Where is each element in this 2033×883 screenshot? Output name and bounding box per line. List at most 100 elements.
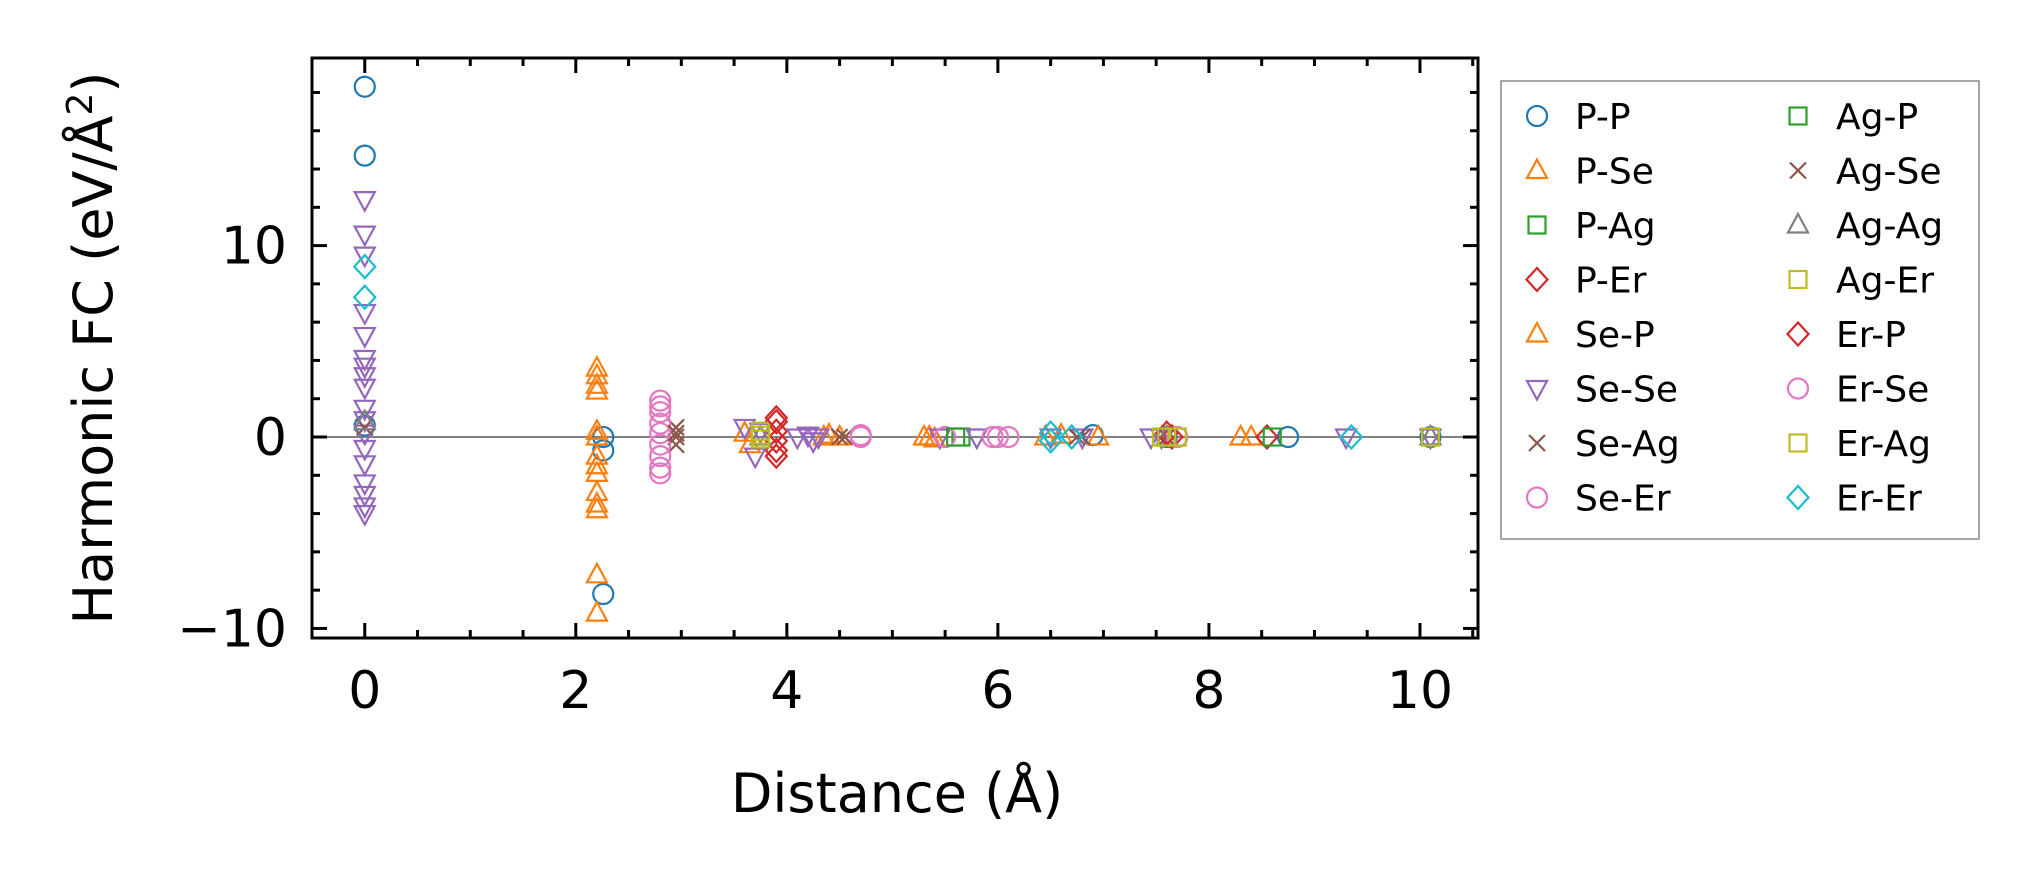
data-point-se-se <box>743 447 768 470</box>
data-point-er-se <box>849 423 872 447</box>
legend-entry: Ag-Er <box>1788 261 1934 302</box>
data-point-se-er <box>649 445 672 468</box>
data-point-ag-ag <box>352 408 377 431</box>
plot-frame <box>310 56 1480 640</box>
series-p-p <box>353 75 1442 606</box>
data-point-se-se <box>352 246 377 269</box>
data-point-se-se <box>806 428 831 451</box>
data-point-p-p <box>592 582 615 606</box>
data-point-er-p <box>764 443 789 470</box>
legend-marker-se-ag <box>1528 434 1546 452</box>
data-point-p-se <box>585 417 609 440</box>
data-point-ag-er <box>1167 427 1187 447</box>
legend-entry: Se-Se <box>1525 370 1678 411</box>
data-point-p-p <box>353 75 376 98</box>
data-point-se-se <box>352 378 377 401</box>
legend-marker-ag-er <box>1788 269 1808 290</box>
series-ag-p <box>946 427 1282 447</box>
series-se-se <box>352 191 1443 527</box>
series-er-ag <box>750 425 1441 447</box>
x-tick-label: 2 <box>559 661 592 721</box>
y-tick-label: −10 <box>177 599 287 659</box>
data-point-p-se <box>585 372 609 394</box>
data-point-p-se <box>585 460 609 482</box>
data-point-ag-se <box>830 428 849 446</box>
legend-marker-se-se <box>1525 379 1549 402</box>
data-point-ag-se <box>667 424 685 442</box>
data-point-se-p <box>811 423 836 446</box>
legend-marker-p-se <box>1525 157 1549 180</box>
legend-label: Ag-Ag <box>1836 206 1943 247</box>
data-point-p-se <box>1228 423 1253 446</box>
legend-marker-p-er <box>1525 266 1549 293</box>
legend-entry: Se-Er <box>1525 479 1671 520</box>
legend-entry: Er-P <box>1786 315 1906 356</box>
y-tick-label: 10 <box>221 217 287 277</box>
y-axis-title-main: Harmonic FC (eV/Å <box>61 115 125 624</box>
legend-marker-ag-se <box>1789 161 1807 180</box>
data-point-se-p <box>585 423 609 446</box>
series-p-se <box>585 354 1263 584</box>
data-point-se-se <box>352 225 377 248</box>
series-ag-se <box>667 424 1086 446</box>
data-point-p-er <box>1254 423 1279 451</box>
data-point-se-er <box>649 433 672 456</box>
data-point-er-se <box>986 425 1009 449</box>
data-point-er-er <box>1339 423 1364 451</box>
data-point-se-se <box>352 455 377 478</box>
data-point-se-se <box>352 424 377 447</box>
legend-label: Er-P <box>1836 315 1906 356</box>
data-point-se-se <box>352 349 377 372</box>
data-point-p-se <box>585 490 609 513</box>
legend-marker-er-er <box>1786 484 1810 511</box>
legend-marker-ag-p <box>1788 106 1808 126</box>
data-point-p-se <box>585 362 609 385</box>
legend-entry: P-Er <box>1525 261 1647 302</box>
legend-marker-er-ag <box>1788 433 1808 453</box>
data-point-er-er <box>1038 420 1063 447</box>
legend-box <box>1500 80 1980 540</box>
data-point-se-se <box>352 367 377 390</box>
legend-marker-p-ag <box>1527 215 1547 235</box>
legend-label: Er-Er <box>1836 479 1922 520</box>
data-point-p-p <box>353 144 376 167</box>
legend-entry: Ag-P <box>1788 97 1918 138</box>
legend-marker-er-se <box>1786 377 1810 400</box>
data-point-er-ag <box>1420 427 1441 447</box>
legend-entry: P-Ag <box>1527 206 1656 247</box>
legend-entry: P-Se <box>1525 152 1654 193</box>
data-point-er-er <box>352 253 377 280</box>
data-point-se-er <box>981 425 1004 449</box>
data-point-se-se <box>785 428 810 451</box>
legend-marker-ag-ag <box>1786 211 1810 234</box>
y-axis-title-close: ) <box>62 72 125 93</box>
legend-label: Ag-Er <box>1836 261 1934 302</box>
data-point-se-p <box>585 496 609 519</box>
data-point-se-er <box>649 422 672 445</box>
legend-marker-p-p <box>1525 104 1549 128</box>
data-point-se-se <box>352 485 377 508</box>
data-point-se-er <box>1166 425 1189 449</box>
data-point-se-er <box>649 456 672 479</box>
legend-label: Se-Ag <box>1575 424 1680 465</box>
legend-entry: Er-Ag <box>1788 424 1931 465</box>
data-point-p-er <box>764 408 789 435</box>
data-point-se-se <box>352 497 377 520</box>
legend-label: Se-Er <box>1575 479 1671 520</box>
data-point-ag-p <box>1262 427 1282 447</box>
legend-label: Ag-Se <box>1836 152 1941 193</box>
legend-label: Ag-P <box>1836 97 1918 138</box>
data-point-se-p <box>585 452 609 475</box>
legend-entry: Ag-Ag <box>1786 206 1943 247</box>
legend-label: Er-Ag <box>1836 424 1931 465</box>
data-point-se-er <box>934 425 957 449</box>
data-point-se-p <box>585 599 609 622</box>
legend-label: P-Er <box>1575 261 1647 302</box>
data-point-er-er <box>1059 423 1084 451</box>
data-point-se-se <box>352 191 377 213</box>
data-point-se-er <box>649 389 672 412</box>
data-point-se-se <box>352 504 377 527</box>
data-point-p-se <box>1049 421 1074 444</box>
data-point-se-se <box>801 432 826 455</box>
legend-label: P-P <box>1575 97 1631 138</box>
